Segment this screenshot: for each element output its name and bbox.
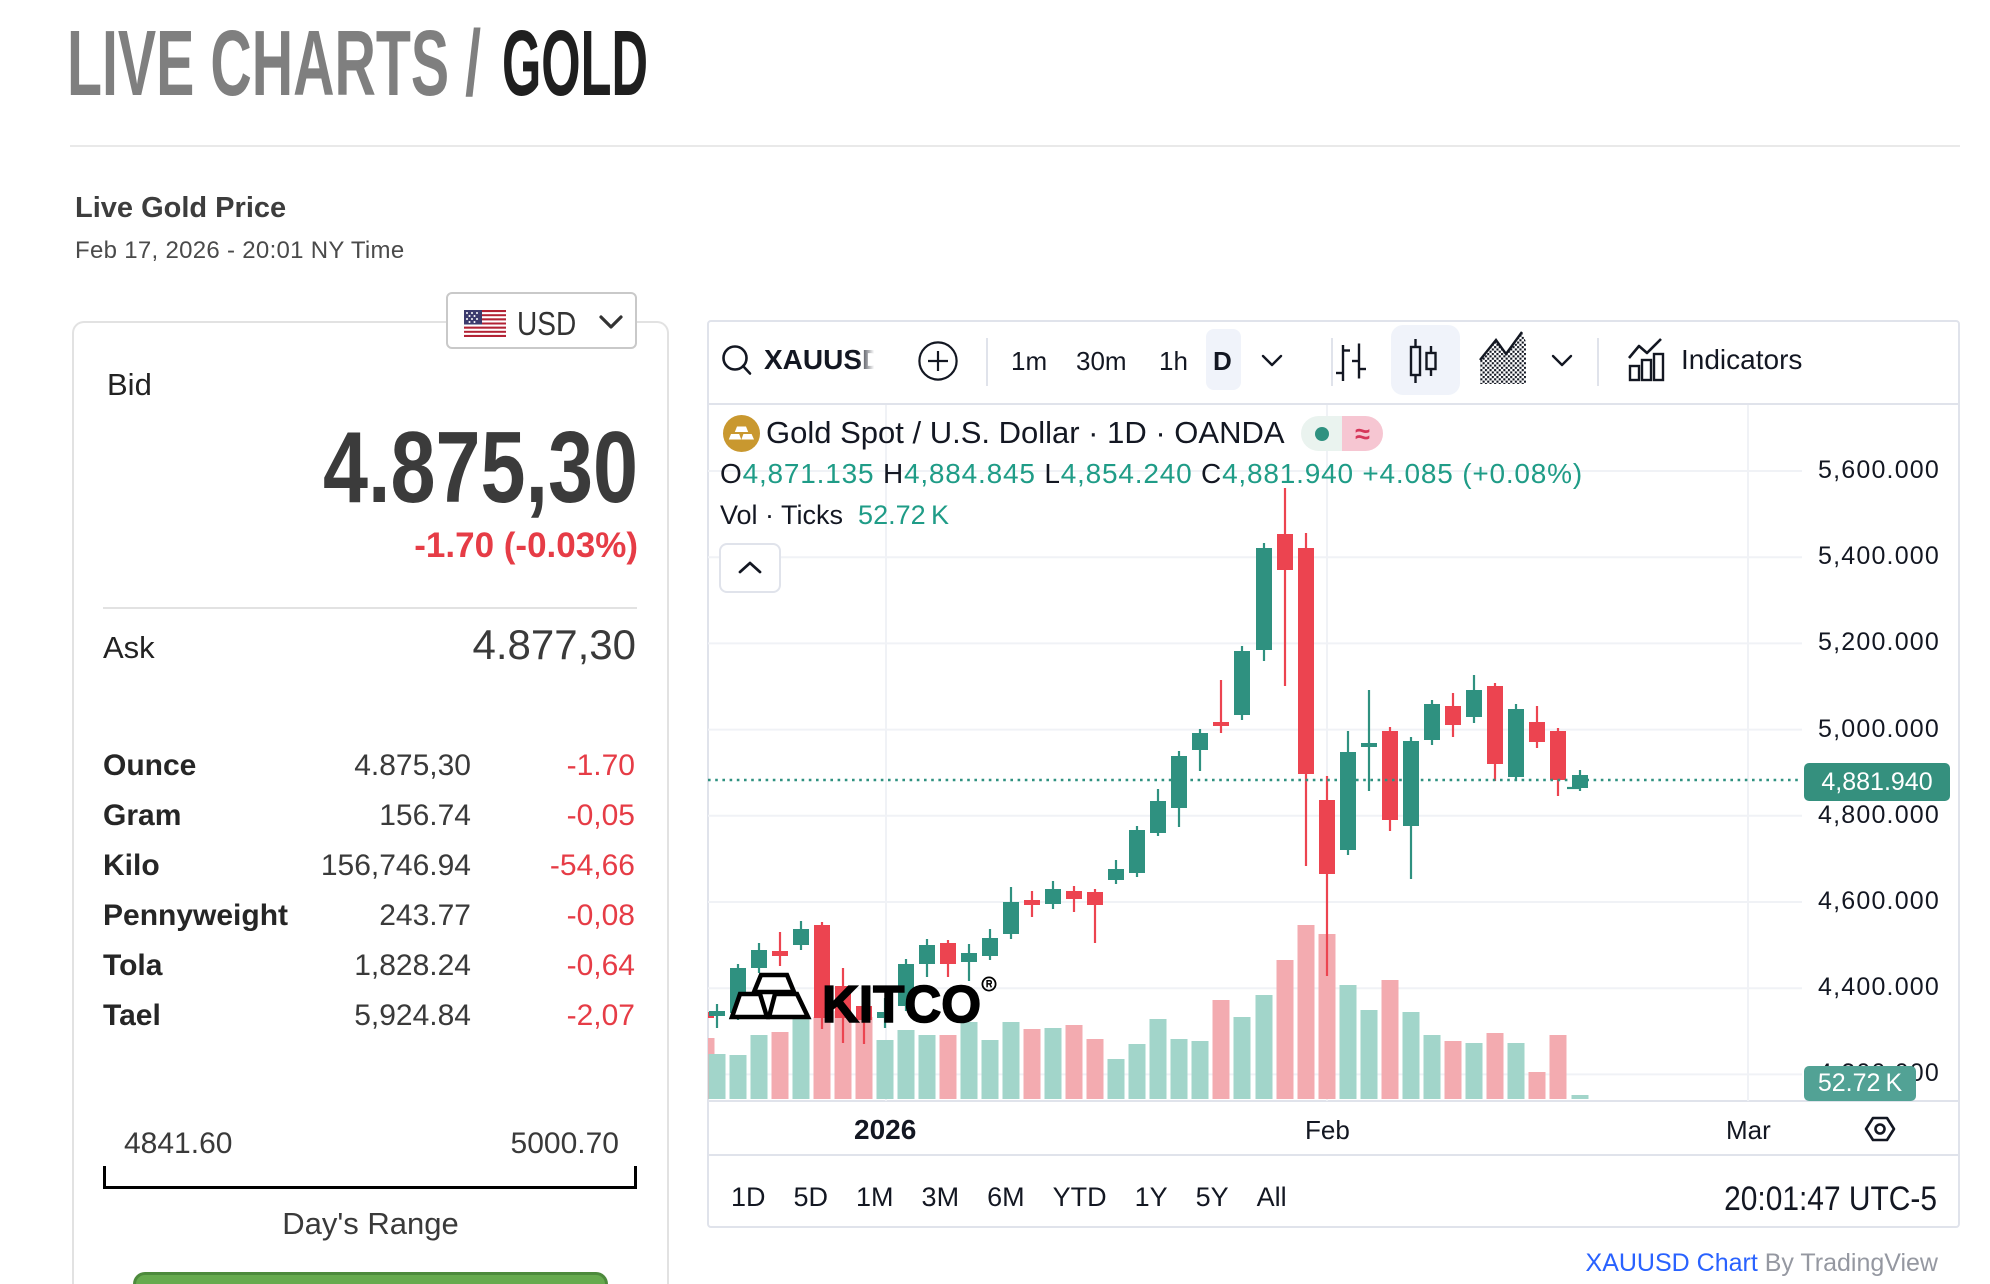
svg-text:LIVE CHARTS /: LIVE CHARTS / (67, 11, 481, 115)
svg-text:KITCO: KITCO (822, 976, 981, 1034)
svg-text:GOLD: GOLD (502, 11, 648, 115)
svg-text:4.875,30: 4.875,30 (323, 412, 638, 524)
